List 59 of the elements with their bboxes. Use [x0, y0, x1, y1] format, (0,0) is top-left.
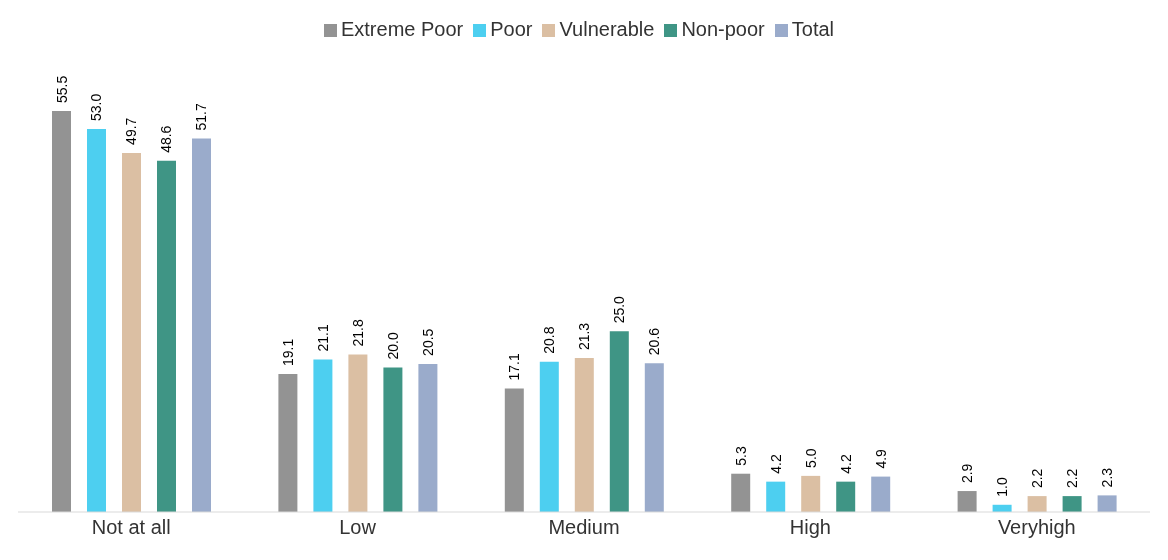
data-label: 5.0 [802, 448, 819, 468]
bar [504, 388, 524, 512]
x-tick-label: Medium [548, 516, 620, 539]
data-label: 2.9 [959, 463, 976, 484]
bar [539, 361, 559, 512]
data-label: 21.3 [576, 322, 593, 351]
data-label: 20.6 [646, 327, 663, 356]
data-label: 4.9 [872, 448, 889, 469]
legend-label: Non-poor [681, 18, 765, 40]
data-label: 17.1 [506, 352, 523, 381]
legend-label: Total [791, 18, 835, 40]
data-label: 55.5 [53, 75, 70, 103]
data-label: 2.3 [1099, 467, 1116, 488]
bar [957, 491, 977, 512]
bar [52, 111, 71, 512]
legend-label: Vulnerable [559, 18, 655, 40]
data-label: 2.2 [1029, 468, 1046, 489]
x-tick-label: Veryhigh [997, 516, 1076, 539]
data-label: 20.5 [419, 328, 436, 356]
x-tick-label: Not at all [91, 516, 171, 539]
legend-label: Extreme Poor [340, 18, 464, 40]
bar [801, 475, 821, 512]
bar [731, 473, 751, 512]
data-label: 49.7 [123, 117, 140, 145]
bar [1062, 496, 1082, 512]
data-label: 51.7 [193, 102, 210, 131]
bar [418, 363, 438, 512]
bar [313, 359, 333, 512]
data-label: 5.3 [732, 446, 749, 466]
bar [383, 367, 403, 512]
x-tick-label: High [789, 516, 831, 539]
data-label: 20.8 [541, 326, 558, 354]
data-label: 53.0 [88, 93, 105, 122]
bar [1097, 495, 1117, 512]
bar [644, 363, 664, 512]
bar [766, 481, 786, 512]
data-label: 4.2 [767, 453, 784, 474]
data-label: 19.1 [279, 338, 296, 366]
data-label: 25.0 [611, 295, 628, 324]
data-label: 20.0 [384, 332, 401, 360]
bar [836, 481, 856, 512]
bar [192, 138, 211, 512]
data-label: 1.0 [994, 477, 1011, 497]
data-label: 48.6 [158, 125, 175, 153]
legend-label: Poor [490, 18, 533, 40]
bar [87, 129, 106, 512]
bar [348, 354, 368, 512]
bar [122, 152, 141, 512]
bar [1027, 496, 1047, 512]
x-tick-label: Low [339, 516, 377, 539]
data-label: 4.2 [837, 453, 854, 474]
bar [157, 160, 176, 512]
bar [609, 331, 629, 512]
bar [574, 358, 594, 512]
bar [871, 476, 891, 512]
bar [278, 374, 298, 512]
data-label: 21.1 [314, 324, 331, 352]
data-label: 21.8 [349, 319, 366, 347]
data-label: 2.2 [1064, 468, 1081, 489]
